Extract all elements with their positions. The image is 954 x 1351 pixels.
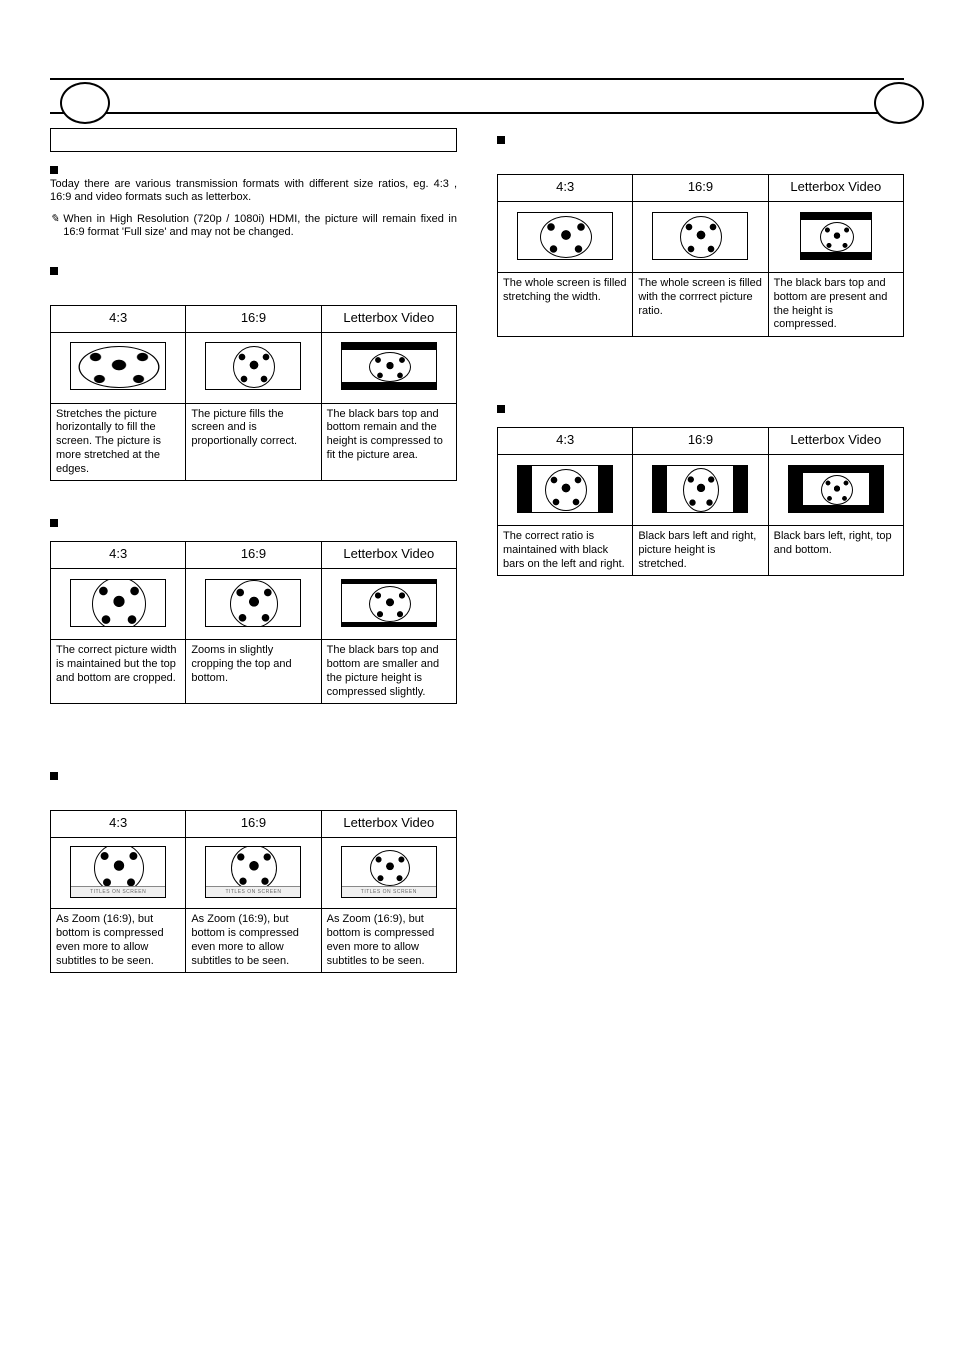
img-normal-43 [498,455,633,526]
col-169: 16:9 [186,811,321,838]
img-sub-43: TITLES ON SCREEN [51,838,186,909]
col-43: 4:3 [498,175,633,202]
col-169: 16:9 [186,542,321,569]
col-lbx: Letterbox Video [768,428,903,455]
img-149-lbx [768,202,903,273]
desc-full-lbx: The black bars top and bottom remain and… [321,403,456,481]
bullet-icon [50,772,58,780]
content-columns: Today there are various transmission for… [50,128,904,1301]
subtitle-strip: TITLES ON SCREEN [206,886,300,897]
desc-sub-lbx: As Zoom (16:9), but bottom is compressed… [321,909,456,973]
img-149-169 [633,202,768,273]
top-rule-1 [50,78,904,80]
table-full: 4:3 16:9 Letterbox Video [50,305,457,482]
crop-mark-right [874,82,924,124]
col-lbx: Letterbox Video [321,811,456,838]
bullet-icon [497,405,505,413]
img-full-43 [51,332,186,403]
col-169: 16:9 [186,305,321,332]
desc-normal-169: Black bars left and right, picture heigh… [633,526,768,576]
desc-zoom-lbx: The black bars top and bottom are smalle… [321,640,456,704]
desc-149-43: The whole screen is filled stretching th… [498,273,633,337]
img-zoom-lbx [321,569,456,640]
desc-149-169: The whole screen is filled with the corr… [633,273,768,337]
crop-mark-left [60,82,110,124]
intro-text: Today there are various transmission for… [50,178,457,203]
bullet-icon [497,136,505,144]
img-full-lbx [321,332,456,403]
img-sub-169: TITLES ON SCREEN [186,838,321,909]
note-row: ✎ When in High Resolution (720p / 1080i)… [50,213,457,238]
desc-149-lbx: The black bars top and bottom are presen… [768,273,903,337]
col-lbx: Letterbox Video [321,542,456,569]
col-169: 16:9 [633,428,768,455]
table-subtitle: 4:3 16:9 Letterbox Video TITLES ON SCREE… [50,810,457,973]
col-43: 4:3 [51,305,186,332]
intro-bullet [50,164,457,174]
top-rule-2 [50,112,904,114]
desc-normal-43: The correct ratio is maintained with bla… [498,526,633,576]
section-zoom-header [50,517,457,527]
col-43: 4:3 [51,811,186,838]
col-169: 16:9 [633,175,768,202]
desc-normal-lbx: Black bars left, right, top and bottom. [768,526,903,576]
table-149: 4:3 16:9 Letterbox Video [497,174,904,337]
img-normal-169 [633,455,768,526]
table-normal: 4:3 16:9 Letterbox Video [497,427,904,576]
img-full-169 [186,332,321,403]
bullet-icon [50,267,58,275]
section-149-header [497,134,904,144]
page-title-box [50,128,457,152]
left-column: Today there are various transmission for… [50,128,457,1301]
img-149-43 [498,202,633,273]
note-text: When in High Resolution (720p / 1080i) H… [63,213,457,238]
img-zoom-43 [51,569,186,640]
section-normal-header [497,403,904,413]
desc-full-43: Stretches the picture horizontally to fi… [51,403,186,481]
pencil-icon: ✎ [50,213,59,238]
bullet-icon [50,519,58,527]
desc-sub-43: As Zoom (16:9), but bottom is compressed… [51,909,186,973]
right-column: 4:3 16:9 Letterbox Video [497,128,904,1301]
subtitle-strip: TITLES ON SCREEN [342,886,436,897]
section-sub-header [50,770,457,780]
img-normal-lbx [768,455,903,526]
bullet-icon [50,166,58,174]
col-lbx: Letterbox Video [321,305,456,332]
desc-zoom-43: The correct picture width is maintained … [51,640,186,704]
desc-full-169: The picture fills the screen and is prop… [186,403,321,481]
img-sub-lbx: TITLES ON SCREEN [321,838,456,909]
page: Today there are various transmission for… [0,0,954,1351]
desc-zoom-169: Zooms in slightly cropping the top and b… [186,640,321,704]
subtitle-strip: TITLES ON SCREEN [71,886,165,897]
section-full-header [50,265,457,275]
col-43: 4:3 [498,428,633,455]
img-zoom-169 [186,569,321,640]
col-lbx: Letterbox Video [768,175,903,202]
table-zoom: 4:3 16:9 Letterbox Video [50,541,457,704]
desc-sub-169: As Zoom (16:9), but bottom is compressed… [186,909,321,973]
col-43: 4:3 [51,542,186,569]
